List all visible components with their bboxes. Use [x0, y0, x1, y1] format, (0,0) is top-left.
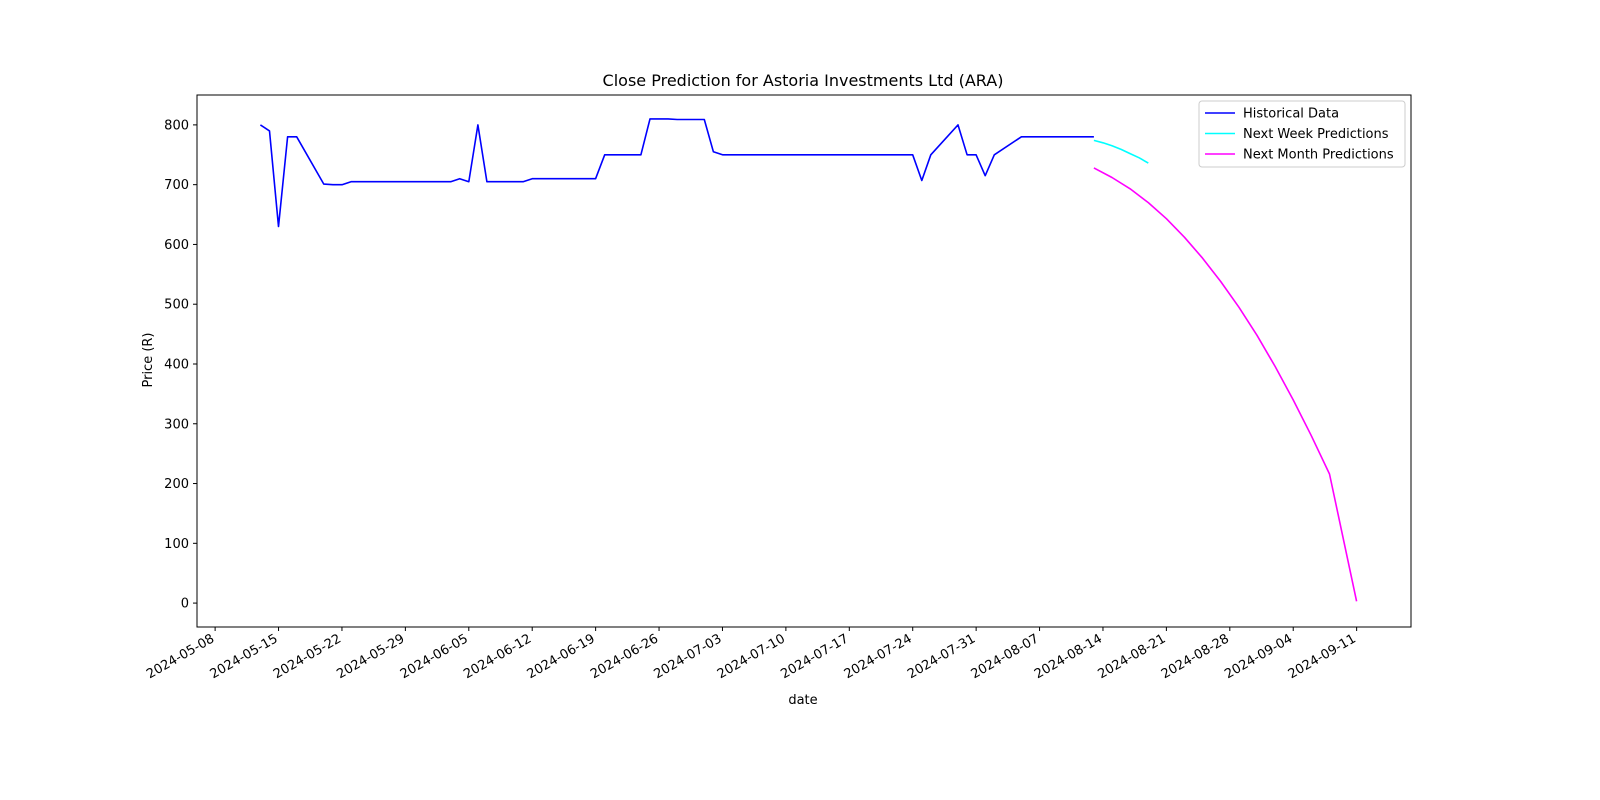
x-axis-label: date	[788, 693, 817, 708]
x-tick-label: 2024-06-12	[461, 631, 534, 682]
x-tick-label: 2024-09-04	[1222, 631, 1295, 682]
x-tick-label: 2024-08-28	[1159, 631, 1232, 682]
x-tick-label: 2024-06-05	[398, 631, 471, 682]
x-tick-label: 2024-07-10	[715, 631, 788, 682]
y-tick-label: 600	[164, 238, 189, 253]
y-tick-label: 300	[164, 417, 189, 432]
x-tick-label: 2024-08-21	[1095, 631, 1168, 682]
y-tick-label: 0	[181, 597, 189, 612]
series-line-0	[259, 118, 1094, 228]
x-tick-label: 2024-06-19	[525, 631, 598, 682]
y-tick-label: 800	[164, 118, 189, 133]
series-line-1	[1093, 139, 1149, 164]
y-tick-label: 500	[164, 298, 189, 313]
chart-title: Close Prediction for Astoria Investments…	[603, 71, 1004, 90]
x-tick-label: 2024-05-22	[271, 631, 344, 682]
x-axis: 2024-05-082024-05-152024-05-222024-05-29…	[144, 627, 1359, 682]
x-tick-label: 2024-07-17	[778, 631, 851, 682]
legend-label-1: Next Week Predictions	[1243, 127, 1389, 142]
y-axis-label: Price (R)	[141, 332, 156, 387]
series-line-2	[1093, 167, 1358, 602]
x-tick-label: 2024-05-15	[208, 631, 281, 682]
legend: Historical Data Next Week Predictions Next…	[1198, 100, 1406, 168]
x-tick-label: 2024-07-24	[842, 631, 915, 682]
x-tick-label: 2024-05-08	[144, 631, 217, 682]
plot-area	[259, 118, 1358, 602]
legend-label-2: Next Month Predictions	[1243, 148, 1394, 163]
y-tick-label: 100	[164, 537, 189, 552]
plot-frame	[196, 94, 1412, 628]
x-tick-label: 2024-06-26	[588, 631, 661, 682]
legend-box	[1198, 100, 1406, 168]
y-tick-label: 700	[164, 178, 189, 193]
x-tick-label: 2024-08-14	[1032, 631, 1105, 682]
x-tick-label: 2024-05-29	[334, 631, 407, 682]
x-tick-label: 2024-07-03	[652, 631, 725, 682]
x-tick-label: 2024-08-07	[969, 631, 1042, 682]
y-tick-label: 400	[164, 357, 189, 372]
legend-label-0: Historical Data	[1243, 107, 1339, 122]
y-axis: 0 100 200 300 400 500 600 700 800	[164, 118, 197, 612]
x-tick-label: 2024-07-31	[905, 631, 978, 682]
y-tick-label: 200	[164, 477, 189, 492]
x-tick-label: 2024-09-11	[1286, 631, 1359, 682]
